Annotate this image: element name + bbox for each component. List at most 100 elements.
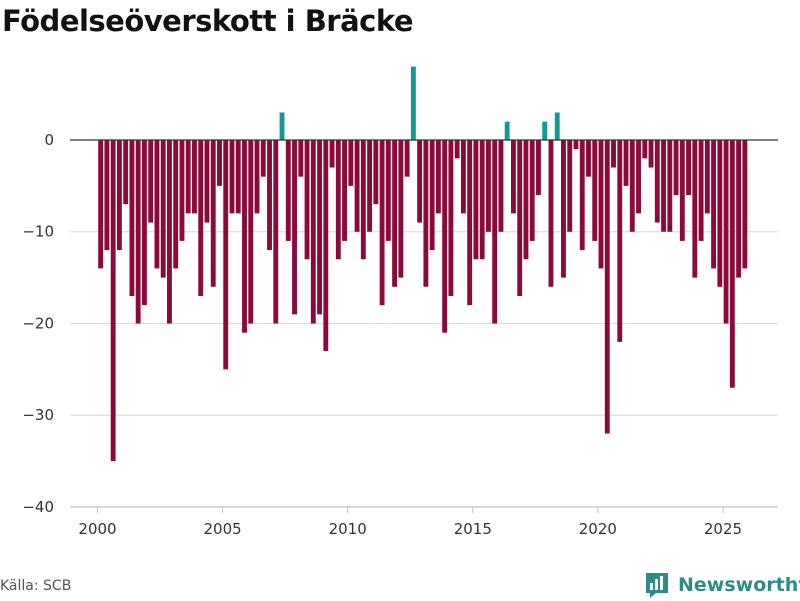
bar <box>442 139 448 333</box>
bar <box>679 139 685 241</box>
y-tick-label: −10 <box>22 223 54 241</box>
bar <box>373 139 379 205</box>
bar <box>167 139 172 324</box>
bar <box>392 139 398 287</box>
bar <box>417 139 423 223</box>
bar <box>717 139 723 287</box>
bar <box>185 139 191 214</box>
bar <box>611 139 616 168</box>
y-tick-label: −40 <box>22 498 54 516</box>
bar <box>242 139 247 333</box>
bar <box>173 139 179 269</box>
bar <box>398 139 404 278</box>
bar <box>285 139 291 241</box>
bar <box>267 139 272 251</box>
bar <box>736 139 742 278</box>
bar <box>160 139 166 278</box>
bar <box>367 139 373 232</box>
bar <box>123 139 129 205</box>
bar <box>617 139 623 342</box>
bar <box>686 139 692 196</box>
bar <box>523 139 529 260</box>
x-axis: 2000 2005 2010 2015 2020 2025 <box>70 506 778 538</box>
bar <box>448 139 454 296</box>
bar <box>723 139 729 324</box>
bar <box>423 139 429 287</box>
bar <box>711 139 717 269</box>
bar <box>485 139 491 232</box>
bar-chart-logo-icon <box>646 573 668 598</box>
x-tick-label: 2005 <box>204 520 242 538</box>
bar <box>141 139 147 306</box>
bar <box>360 139 366 260</box>
bar <box>548 139 554 287</box>
bar <box>729 139 735 388</box>
bar <box>260 139 266 177</box>
bar <box>536 139 541 196</box>
bar <box>704 139 710 214</box>
bar <box>254 139 260 214</box>
bar <box>698 139 704 241</box>
bar <box>116 139 122 251</box>
bar <box>579 139 585 251</box>
bar <box>342 139 348 241</box>
bar <box>210 139 216 287</box>
bar <box>529 139 535 241</box>
bar <box>554 112 560 140</box>
bar <box>273 139 279 324</box>
bar <box>454 139 460 159</box>
bar <box>629 139 635 232</box>
y-tick-label: −20 <box>22 314 54 332</box>
bar <box>379 139 385 306</box>
bar <box>473 139 479 260</box>
bar <box>410 66 416 140</box>
bar <box>567 139 573 232</box>
bar <box>642 139 648 159</box>
bar <box>623 139 629 186</box>
bar <box>292 139 297 315</box>
bar <box>223 139 229 370</box>
bar <box>98 139 104 269</box>
bar <box>604 139 610 434</box>
bar <box>229 139 235 214</box>
bar <box>148 139 154 223</box>
bar <box>460 139 466 214</box>
bar <box>279 112 285 140</box>
bars <box>98 66 748 462</box>
bar <box>517 139 523 296</box>
bar <box>192 139 197 214</box>
bar <box>204 139 210 223</box>
brand-name: Newsworthy <box>678 574 800 596</box>
bar <box>586 139 591 177</box>
bar <box>435 139 441 214</box>
bar <box>198 139 204 296</box>
bar <box>510 139 516 214</box>
bar <box>317 139 322 315</box>
chart-title: Födelseöverskott i Bräcke <box>2 4 414 38</box>
bar <box>179 139 185 241</box>
x-tick-label: 2025 <box>704 520 742 538</box>
bar <box>385 139 391 241</box>
x-tick-label: 2020 <box>579 520 617 538</box>
bar <box>648 139 654 168</box>
bar <box>561 139 566 278</box>
brand-logo: Newsworthy <box>644 569 800 601</box>
bar <box>217 139 222 186</box>
bar <box>129 139 135 296</box>
bar <box>498 139 504 232</box>
bar <box>298 139 304 177</box>
bar <box>692 139 698 278</box>
bar <box>248 139 254 324</box>
bar <box>673 139 679 196</box>
bar <box>323 139 329 352</box>
bar <box>504 121 510 140</box>
bar <box>154 139 160 269</box>
x-tick-label: 2010 <box>329 520 367 538</box>
bar <box>598 139 604 269</box>
bar <box>329 139 335 168</box>
bar <box>467 139 473 306</box>
bar <box>492 139 498 324</box>
x-tick-label: 2000 <box>78 520 116 538</box>
bar <box>592 139 598 241</box>
